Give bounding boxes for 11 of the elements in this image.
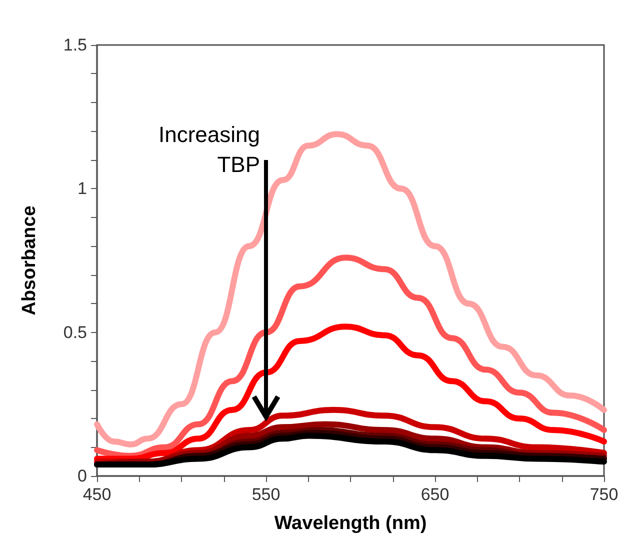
x-tick-label: 750 (590, 485, 618, 504)
x-tick-label: 550 (252, 485, 280, 504)
y-tick-label: 0.5 (63, 322, 87, 342)
y-tick-label: 1 (78, 179, 87, 198)
y-tick-label: 0 (78, 466, 87, 486)
x-axis-title: Wavelength (nm) (274, 513, 427, 534)
y-tick-label: 1.5 (63, 36, 87, 54)
x-tick-label: 650 (420, 485, 450, 504)
annotation: Increasing TBP (157, 120, 260, 179)
y-axis-title: Absorbance (19, 206, 40, 316)
x-tick-label: 450 (82, 485, 112, 504)
